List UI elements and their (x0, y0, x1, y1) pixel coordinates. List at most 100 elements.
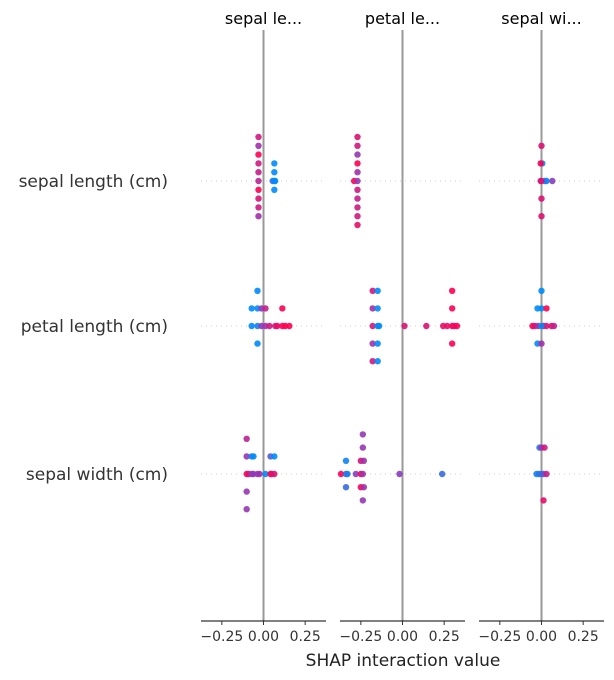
data-point (354, 151, 361, 158)
data-point (550, 322, 558, 330)
data-point (396, 470, 403, 478)
data-point (354, 177, 361, 185)
x-tick-label: 0.25 (429, 629, 460, 645)
data-point (359, 470, 367, 478)
data-point (538, 195, 545, 202)
panel-title: petal le... (365, 9, 440, 28)
data-point (543, 322, 550, 330)
data-point (271, 169, 278, 176)
data-point (538, 340, 545, 347)
data-point (453, 322, 461, 330)
data-point (443, 322, 451, 330)
data-point (243, 435, 250, 442)
data-point (354, 169, 361, 176)
data-point (286, 322, 293, 330)
data-point (342, 484, 350, 491)
data-point (438, 470, 446, 478)
data-point (369, 340, 376, 347)
data-point (538, 322, 545, 330)
data-point (538, 177, 545, 185)
feature-label: sepal length (cm) (19, 172, 168, 192)
data-point (359, 497, 367, 504)
data-point (538, 142, 545, 149)
data-point (255, 133, 262, 141)
data-point (549, 177, 556, 185)
data-point (255, 142, 262, 149)
data-point (448, 287, 456, 294)
data-point (354, 204, 361, 211)
data-point (271, 470, 278, 478)
data-point (255, 169, 262, 176)
data-point (243, 453, 250, 460)
data-point (538, 213, 545, 220)
x-tick-label: −0.25 (200, 629, 243, 645)
feature-label: petal length (cm) (21, 317, 168, 337)
data-point (352, 470, 360, 478)
data-point (256, 470, 263, 478)
data-point (354, 186, 361, 193)
data-point (538, 287, 545, 294)
data-point (255, 213, 262, 220)
data-point (262, 305, 269, 312)
x-tick-label: −0.25 (339, 629, 382, 645)
data-point (254, 340, 261, 347)
x-tick-label: 0.00 (526, 629, 557, 645)
data-point (374, 358, 381, 365)
data-point (354, 221, 361, 229)
data-point (540, 497, 547, 504)
data-point (255, 177, 262, 185)
data-point (274, 322, 281, 330)
data-point (262, 470, 269, 478)
data-point (360, 484, 368, 491)
data-point (374, 305, 381, 312)
data-point (266, 322, 273, 330)
data-point (271, 160, 278, 167)
data-point (250, 453, 257, 460)
data-point (375, 322, 383, 330)
data-point (369, 305, 376, 312)
x-tick-label: 0.00 (248, 629, 279, 645)
data-point (543, 470, 550, 478)
data-point (541, 444, 548, 451)
data-point (248, 305, 255, 312)
data-point (543, 177, 550, 185)
data-point (248, 322, 255, 330)
data-point (369, 322, 376, 330)
data-point (354, 160, 361, 167)
data-point (337, 470, 345, 478)
x-tick-label: 0.00 (387, 629, 418, 645)
data-point (401, 322, 408, 330)
data-point (254, 287, 261, 294)
data-point (255, 195, 262, 202)
x-tick-label: 0.25 (290, 629, 321, 645)
data-point (255, 151, 262, 158)
data-point (538, 305, 545, 312)
data-point (255, 204, 262, 211)
data-point (354, 213, 361, 220)
data-point (374, 287, 381, 294)
panel-title: sepal le... (225, 9, 302, 28)
data-point (448, 340, 456, 347)
data-point (543, 305, 550, 312)
x-tick-label: 0.25 (568, 629, 599, 645)
data-point (423, 322, 430, 330)
data-point (243, 488, 250, 495)
data-point (354, 195, 361, 202)
data-point (359, 444, 367, 451)
data-point (369, 358, 376, 365)
data-point (342, 457, 350, 464)
data-point (374, 340, 381, 347)
x-axis-label: SHAP interaction value (306, 651, 501, 671)
data-point (344, 470, 351, 478)
data-point (271, 186, 278, 193)
data-point (255, 160, 262, 167)
data-point (448, 305, 456, 312)
feature-label: sepal width (cm) (26, 465, 168, 485)
panel-title: sepal wi... (501, 9, 581, 28)
data-point (354, 142, 361, 149)
data-point (369, 287, 376, 294)
data-point (243, 506, 250, 513)
x-tick-label: −0.25 (478, 629, 521, 645)
data-point (255, 186, 262, 193)
